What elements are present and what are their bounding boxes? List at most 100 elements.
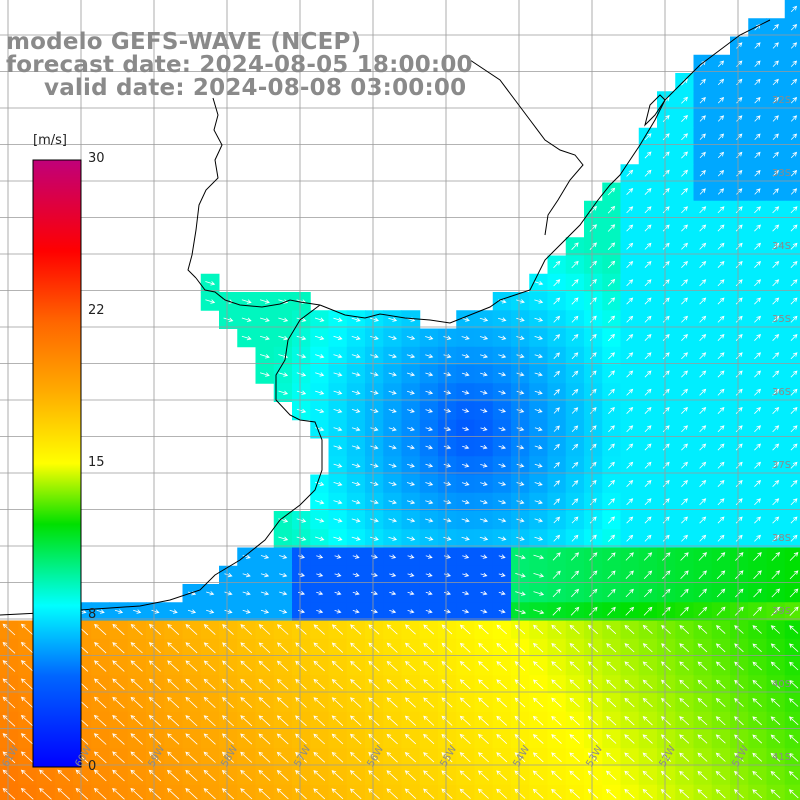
wind-arrow [368,624,380,635]
wind-arrow [754,315,761,323]
wind-arrow [681,206,688,214]
wind-arrow [790,170,798,177]
wind-arrow [93,714,107,727]
wind-arrow [590,443,597,451]
wind-arrow [278,390,289,395]
wind-arrow [735,279,743,287]
lat-label-36s: 36S [772,387,792,398]
wind-arrow [479,499,488,505]
wind-arrow [571,388,579,396]
wind-arrow [477,788,489,799]
wind-arrow [276,642,289,653]
wind-arrow [498,335,507,340]
wind-arrow [790,97,798,104]
wind-arrow [626,480,634,487]
wind-arrow [441,642,453,653]
wind-arrow [516,372,525,377]
wind-arrow [370,372,379,377]
wind-arrow [681,370,688,378]
wind-arrow [571,425,579,432]
wind-arrow [386,642,398,653]
lat-label-34s: 34S [772,241,792,252]
wind-arrow [681,461,688,469]
wind-arrow [644,370,652,378]
wind-arrow [370,426,379,432]
wind-arrow [295,697,307,708]
wind-arrow [788,679,799,689]
wind-arrow [644,169,652,177]
wind-arrow [498,481,507,486]
wind-arrow [715,698,726,707]
wind-arrow [351,335,361,341]
wind-arrow [589,570,598,579]
wind-arrow [699,206,707,214]
wind-arrow [569,624,580,635]
wind-arrow [148,788,162,800]
wind-arrow [296,354,307,359]
wind-arrow [734,643,744,653]
wind-arrow [716,625,726,634]
wind-arrow [772,315,780,323]
wind-arrow [697,679,708,689]
wind-arrow [644,297,652,305]
uruguay-coast [319,19,771,324]
wind-arrow [734,679,744,689]
wind-arrow [39,787,52,800]
wind-arrow [790,461,798,469]
wind-arrow [699,461,707,469]
wind-arrow [571,242,579,250]
wind-arrow [93,696,107,709]
wind-arrow [552,588,561,598]
wind-arrow [699,352,707,360]
wind-arrow [698,588,707,598]
wind-arrow [351,317,361,322]
wind-arrow [553,352,560,359]
wind-arrow [130,715,143,727]
wind-arrow [240,642,253,654]
field-cell [784,328,800,348]
wind-arrow [130,678,143,690]
wind-arrow [221,678,234,690]
wind-arrow [370,554,378,559]
wind-arrow [93,787,107,800]
wind-arrow [333,354,343,359]
wind-arrow [352,554,360,559]
wind-arrow [203,642,216,654]
wind-arrow [551,715,562,726]
wind-arrow [772,206,780,214]
wind-arrow [754,133,761,140]
wind-arrow [624,788,635,799]
wind-arrow [642,624,653,634]
wind-arrow [589,297,597,305]
wind-arrow [258,751,271,763]
wind-arrow [754,407,761,414]
wind-arrow [461,481,470,486]
wind-arrow [626,516,634,524]
wind-arrow [754,60,761,67]
wind-arrow [752,770,763,780]
wind-arrow [258,733,271,745]
wind-arrow [295,642,307,653]
wind-arrow [279,609,288,614]
wind-arrow [203,715,216,727]
wind-arrow [789,588,799,598]
wind-arrow [699,388,707,396]
wind-arrow [735,388,743,396]
wind-arrow [349,788,362,800]
wind-arrow [114,609,124,614]
wind-arrow [770,679,781,689]
wind-arrow [589,388,597,396]
wind-arrow [240,697,253,708]
wind-arrow [571,333,579,341]
field-cell [36,784,56,800]
wind-arrow [734,661,744,671]
wind-arrow [788,716,799,726]
wind-arrow [642,661,653,671]
wind-arrow [754,352,761,360]
wind-arrow [369,317,380,322]
wind-arrow [498,353,507,359]
wind-arrow [221,697,234,708]
wind-arrow [148,642,161,654]
wind-arrow [151,609,160,614]
wind-arrow [93,751,107,764]
